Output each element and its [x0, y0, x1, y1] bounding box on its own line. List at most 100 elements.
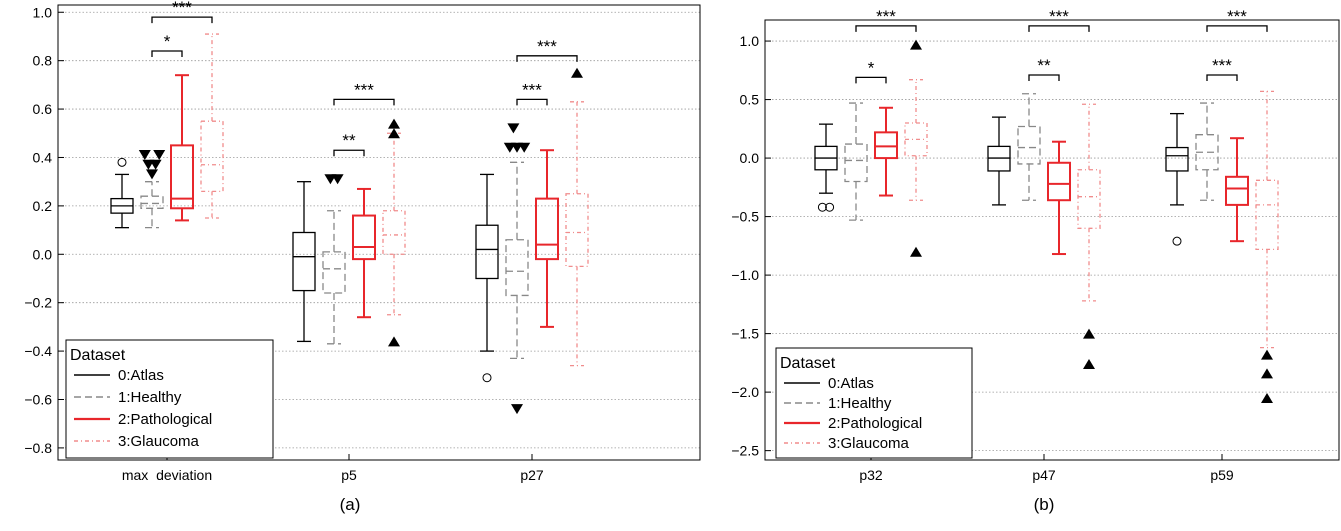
outlier-triangle-down: [146, 169, 158, 179]
x-tick-label: p32: [859, 467, 883, 483]
outlier-triangle-down: [153, 150, 165, 160]
box-iqr: [383, 211, 405, 255]
y-tick-label: −0.4: [24, 343, 52, 359]
legend-entry-label: 2:Pathological: [118, 411, 212, 428]
y-tick-label: −1.5: [731, 326, 759, 342]
y-tick-label: −0.6: [24, 391, 52, 407]
legend-entry-label: 3:Glaucoma: [118, 433, 200, 450]
bracket-line: [152, 17, 212, 23]
outlier-circle: [1173, 237, 1181, 245]
box-series-1: [1018, 94, 1040, 200]
significance-bracket: ***: [152, 0, 212, 23]
outlier-triangle-down: [150, 160, 162, 170]
box-series-2: [875, 108, 897, 196]
significance-stars: **: [1037, 56, 1051, 75]
significance-bracket: ***: [856, 7, 916, 32]
panel-label: (a): [340, 495, 361, 514]
box-series-0: [815, 124, 837, 211]
significance-bracket: ***: [1207, 56, 1237, 81]
outlier-triangle-down: [139, 150, 151, 160]
box-series-2: [353, 189, 375, 317]
legend-entry-label: 1:Healthy: [118, 389, 182, 406]
y-tick-label: −0.2: [24, 295, 52, 311]
x-tick-label: p27: [520, 467, 544, 483]
y-tick-label: 0.4: [33, 149, 53, 165]
outlier-triangle-down: [507, 123, 519, 133]
legend: Dataset0:Atlas1:Healthy2:Pathological3:G…: [776, 348, 972, 458]
outlier-circle: [483, 374, 491, 382]
significance-bracket: ***: [334, 80, 394, 105]
box-iqr: [201, 121, 223, 191]
significance-stars: ***: [1227, 7, 1247, 26]
box-series-2: [1226, 138, 1248, 241]
x-tick-label: p59: [1210, 467, 1234, 483]
box-iqr: [141, 196, 163, 208]
box-series-0: [1166, 114, 1188, 246]
y-tick-label: −0.8: [24, 440, 52, 456]
box-series-2: [536, 150, 558, 327]
significance-stars: ***: [172, 0, 192, 17]
bracket-line: [856, 26, 916, 32]
outlier-triangle-up: [910, 247, 922, 257]
box-iqr: [1256, 180, 1278, 249]
box-iqr: [476, 225, 498, 278]
box-iqr: [1078, 170, 1100, 229]
y-tick-label: −1.0: [731, 267, 759, 283]
y-tick-label: 1.0: [33, 4, 53, 20]
significance-stars: ***: [522, 80, 542, 99]
outlier-triangle-up: [1261, 393, 1273, 403]
significance-bracket: ***: [1207, 7, 1267, 32]
box-iqr: [566, 194, 588, 267]
y-tick-label: 0.2: [33, 198, 53, 214]
y-tick-label: 0.0: [740, 150, 760, 166]
box-series-3: [1078, 104, 1100, 369]
box-series-3: [566, 68, 588, 366]
outlier-triangle-up: [1083, 359, 1095, 369]
significance-bracket: ***: [517, 80, 547, 105]
legend-entry-label: 3:Glaucoma: [828, 435, 910, 452]
y-tick-label: −2.0: [731, 384, 759, 400]
box-iqr: [1226, 177, 1248, 205]
significance-stars: **: [342, 131, 356, 150]
outlier-triangle-up: [571, 68, 583, 78]
significance-bracket: ***: [1029, 7, 1089, 32]
outlier-triangle-up: [388, 336, 400, 346]
bracket-line: [334, 99, 394, 105]
y-tick-label: 0.6: [33, 101, 53, 117]
box-iqr: [506, 240, 528, 296]
box-series-3: [383, 119, 405, 347]
box-iqr: [1166, 148, 1188, 171]
box-series-1: [1196, 103, 1218, 200]
bracket-line: [1029, 26, 1089, 32]
box-series-0: [988, 117, 1010, 205]
y-tick-label: −2.5: [731, 443, 759, 459]
significance-bracket: ***: [517, 37, 577, 62]
y-tick-label: 0.8: [33, 53, 53, 69]
legend-entry-label: 0:Atlas: [118, 367, 164, 384]
bracket-line: [152, 51, 182, 57]
legend-entry-label: 2:Pathological: [828, 415, 922, 432]
outlier-triangle-up: [1261, 368, 1273, 378]
legend-entry-label: 0:Atlas: [828, 375, 874, 392]
significance-bracket: *: [152, 32, 182, 57]
bracket-line: [334, 150, 364, 156]
box-iqr: [1048, 163, 1070, 200]
panel-b: −2.5−2.0−1.5−1.0−0.50.00.51.0p32****p47*…: [731, 7, 1339, 514]
bracket-line: [517, 56, 577, 62]
box-iqr: [845, 144, 867, 181]
significance-bracket: *: [856, 58, 886, 83]
outlier-triangle-down: [511, 404, 523, 414]
box-series-3: [905, 40, 927, 257]
box-series-1: [845, 103, 867, 220]
bracket-line: [856, 77, 886, 83]
box-iqr: [536, 199, 558, 260]
bracket-line: [1207, 75, 1237, 81]
significance-bracket: **: [1029, 56, 1059, 81]
y-tick-label: 0.5: [740, 92, 760, 108]
legend-title: Dataset: [70, 347, 126, 364]
box-series-2: [171, 75, 193, 220]
significance-stars: ***: [354, 80, 374, 99]
box-iqr: [875, 132, 897, 158]
significance-stars: ***: [1049, 7, 1069, 26]
